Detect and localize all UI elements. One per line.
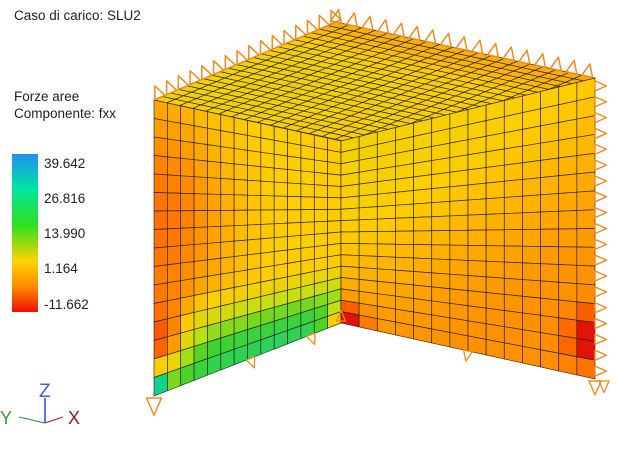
svg-text:Z: Z (39, 381, 51, 402)
svg-text:X: X (68, 408, 80, 428)
svg-text:Y: Y (0, 408, 12, 428)
